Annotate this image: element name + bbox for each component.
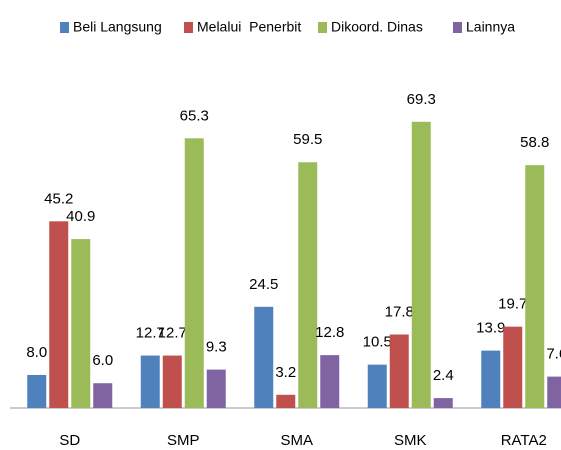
legend-label: Dikoord. Dinas [331, 19, 423, 35]
data-label: 12.7 [158, 325, 187, 342]
bar [162, 355, 182, 408]
legend-swatch [318, 22, 327, 33]
bar [411, 121, 431, 408]
bar [367, 364, 387, 408]
legend-swatch [453, 22, 462, 33]
legend-swatch [184, 22, 193, 33]
bar [547, 376, 561, 408]
legend-label: Beli Langsung [73, 19, 162, 35]
bar [184, 138, 204, 408]
bar [71, 239, 91, 408]
bar [254, 306, 274, 408]
x-tick-label: SMK [394, 432, 427, 449]
data-label: 24.5 [249, 276, 278, 293]
data-label: 40.9 [66, 208, 95, 225]
legend-label: Lainnya [466, 19, 515, 35]
data-label: 69.3 [407, 91, 436, 108]
legend-swatch [60, 22, 69, 33]
bar [481, 350, 501, 408]
data-label: 8.0 [26, 344, 47, 361]
x-tick-label: SD [59, 432, 80, 449]
x-tick-label: RATA2 [501, 432, 547, 449]
data-label: 65.3 [180, 107, 209, 124]
bar [389, 334, 409, 408]
data-label: 3.2 [275, 364, 296, 381]
data-label: 12.8 [315, 324, 344, 341]
bar [320, 355, 340, 408]
data-label: 45.2 [44, 190, 73, 207]
data-label: 59.5 [293, 131, 322, 148]
data-label: 19.7 [498, 296, 527, 313]
data-label: 17.8 [385, 303, 414, 320]
bar [206, 369, 226, 408]
bar [433, 398, 453, 408]
data-label: 2.4 [433, 367, 454, 384]
data-label: 10.5 [363, 334, 392, 351]
bar [49, 221, 69, 408]
bar [525, 165, 545, 408]
data-label: 6.0 [92, 352, 113, 369]
legend-label: Melalui Penerbit [197, 19, 301, 35]
data-label: 9.3 [206, 339, 227, 356]
data-label: 7.6 [546, 346, 561, 363]
bar [276, 394, 296, 408]
bar [27, 374, 47, 408]
x-tick-label: SMA [280, 432, 313, 449]
data-label: 12.7 [136, 325, 165, 342]
data-label: 13.9 [476, 320, 505, 337]
bar [140, 355, 160, 408]
data-label: 58.8 [520, 134, 549, 151]
bar [503, 326, 523, 408]
x-tick-label: SMP [167, 432, 200, 449]
bar [298, 162, 318, 408]
bar [93, 383, 113, 408]
